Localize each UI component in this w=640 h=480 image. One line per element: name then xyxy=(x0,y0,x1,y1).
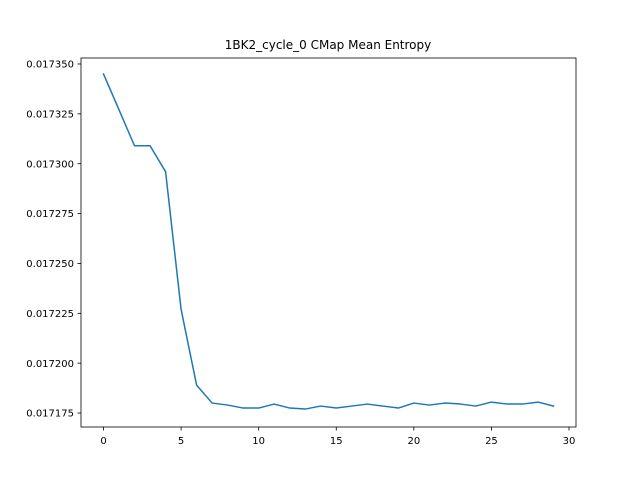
data-point xyxy=(242,407,244,409)
x-tick-label: 10 xyxy=(252,436,265,447)
y-tick-label: 0.017350 xyxy=(26,60,74,71)
data-point xyxy=(552,405,554,407)
y-tick-label: 0.017325 xyxy=(26,109,74,120)
data-point xyxy=(133,145,135,147)
data-point xyxy=(304,408,306,410)
data-point xyxy=(521,403,523,405)
data-point xyxy=(366,403,368,405)
data-point xyxy=(428,404,430,406)
data-point xyxy=(226,404,228,406)
y-tick-label: 0.017275 xyxy=(26,209,74,220)
chart-title: 1BK2_cycle_0 CMap Mean Entropy xyxy=(225,38,431,52)
data-point xyxy=(537,401,539,403)
x-tick-label: 15 xyxy=(330,436,343,447)
y-tick-label: 0.017200 xyxy=(26,359,74,370)
data-point xyxy=(320,405,322,407)
data-point xyxy=(335,407,337,409)
data-point xyxy=(413,402,415,404)
data-point xyxy=(459,403,461,405)
data-point xyxy=(180,308,182,310)
data-point xyxy=(257,407,259,409)
data-point xyxy=(475,405,477,407)
y-tick-label: 0.017300 xyxy=(26,159,74,170)
y-tick-label: 0.017250 xyxy=(26,259,74,270)
data-point xyxy=(351,405,353,407)
x-tick-label: 30 xyxy=(563,436,576,447)
plot-area: 0 5 10 15 20 25 30 0.017175 0.017200 0.017225 0.01… xyxy=(26,57,577,447)
data-point xyxy=(506,403,508,405)
data-point xyxy=(102,73,104,75)
data-point xyxy=(444,402,446,404)
data-point xyxy=(289,407,291,409)
y-tick-label: 0.017175 xyxy=(26,409,74,420)
series-line xyxy=(102,72,555,410)
data-point xyxy=(118,109,120,111)
x-tick-label: 20 xyxy=(407,436,420,447)
data-point xyxy=(397,407,399,409)
data-point xyxy=(382,405,384,407)
x-tick-label: 0 xyxy=(100,436,106,447)
y-tick-label: 0.017225 xyxy=(26,309,74,320)
data-point xyxy=(164,170,166,172)
data-point xyxy=(195,384,197,386)
data-point xyxy=(211,402,213,404)
x-tick-label: 25 xyxy=(485,436,498,447)
data-point xyxy=(490,401,492,403)
axes-frame xyxy=(80,57,577,428)
data-point xyxy=(273,403,275,405)
data-point xyxy=(149,145,151,147)
x-tick-label: 5 xyxy=(178,436,184,447)
